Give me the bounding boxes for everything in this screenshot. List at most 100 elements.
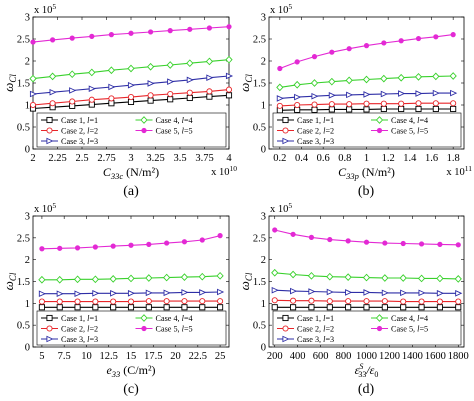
panel-label: (b) (358, 184, 375, 199)
y-axis-label-sub: Cl (8, 74, 18, 83)
legend-label-suffix: =1 (89, 116, 98, 125)
data-point (311, 101, 318, 108)
data-point (110, 243, 116, 249)
data-point (345, 238, 351, 244)
data-point (38, 304, 45, 311)
data-point (107, 66, 116, 75)
legend-entry-2: Case 2, l=2 (41, 127, 98, 136)
legend-marker (46, 314, 53, 322)
y-tick-label: 2 (25, 57, 30, 68)
legend-entry-4: Case 4, l=4 (371, 314, 428, 323)
data-point (363, 100, 370, 107)
data-point (38, 290, 46, 298)
data-point (450, 31, 456, 38)
legend-marker (46, 335, 54, 343)
y-tick-label: 3 (25, 13, 30, 24)
series-2 (271, 297, 462, 305)
legend-entry-1: Case 1, l=1 (277, 314, 334, 323)
chart-panel-1: 00.511.522.532 2.25 2.5 2.75 3 3.25 3.5 3.75 4x … (1, 2, 237, 199)
legend-label-suffix: =1 (325, 314, 334, 323)
x-tick-label: 0.8 (338, 153, 351, 164)
legend-label-suffix: =3 (89, 335, 98, 344)
legend-label-l: l (323, 314, 326, 323)
data-point (225, 92, 233, 99)
data-point (181, 289, 189, 296)
panel-label: (c) (123, 382, 139, 397)
data-point (432, 100, 439, 107)
data-point (294, 93, 302, 101)
legend-label-prefix: Case 1, (297, 116, 323, 125)
data-point (109, 275, 117, 283)
data-point (276, 95, 284, 102)
x-axis-label-sub: 33 (358, 370, 366, 379)
y-multiplier-base: x 10 (270, 204, 288, 215)
x-multiplier: x 1011 (446, 164, 472, 178)
legend-label: Case 2, l=2 (61, 127, 98, 136)
legend-label: Case 4, l=4 (156, 116, 193, 125)
data-point (363, 298, 370, 305)
series-4 (271, 268, 462, 283)
x-tick-label: 2.5 (75, 153, 88, 164)
data-point (436, 304, 443, 311)
data-point (89, 33, 95, 39)
y-multiplier-exponent: 5 (288, 201, 292, 210)
data-point (455, 242, 461, 248)
data-point (199, 289, 207, 296)
data-point (437, 241, 443, 247)
data-point (29, 101, 37, 109)
legend-label-prefix: Case 4, (391, 116, 417, 125)
data-point (187, 26, 193, 32)
data-point (69, 35, 75, 41)
legend-label-prefix: Case 4, (156, 116, 182, 125)
data-point (345, 289, 353, 296)
legend-label-suffix: =2 (325, 325, 334, 334)
x-tick-label: 1600 (425, 351, 446, 362)
data-point (363, 106, 370, 113)
legend-label: Case 1, l=1 (61, 314, 98, 323)
legend-marker (141, 325, 147, 332)
y-multiplier-exponent: 5 (52, 2, 56, 11)
legend-label-l: l (323, 127, 326, 136)
data-point (436, 274, 444, 283)
series-4 (29, 55, 233, 83)
data-point (147, 97, 154, 104)
data-point (186, 94, 193, 102)
data-point (311, 53, 318, 60)
data-point (418, 289, 426, 297)
data-point (362, 273, 371, 282)
data-point (454, 275, 462, 283)
x-tick-label: 0.4 (295, 153, 309, 164)
data-point (110, 304, 117, 311)
legend-label: Case 1, l=1 (297, 116, 334, 125)
data-point (362, 75, 371, 84)
legend-label: Case 5, l=5 (156, 325, 193, 334)
data-point (163, 304, 170, 311)
data-point (148, 29, 154, 35)
series-1 (271, 304, 462, 311)
data-point (92, 298, 99, 305)
legend-marker (282, 137, 290, 145)
y-tick-label: 1 (261, 101, 266, 112)
legend-label-prefix: Case 2, (61, 127, 87, 136)
data-point (271, 304, 278, 311)
data-point (108, 31, 114, 38)
data-point (381, 289, 389, 297)
x-multiplier-base: x 10 (211, 167, 229, 178)
y-tick-label: 0.5 (253, 321, 266, 332)
data-point (272, 227, 278, 233)
legend-label: Case 2, l=2 (297, 127, 334, 136)
data-point (450, 105, 457, 113)
data-point (326, 304, 333, 311)
data-point (289, 270, 297, 279)
legend-label-l: l (417, 127, 420, 136)
panel-label: (d) (358, 382, 375, 397)
y-tick-label: 0.5 (253, 123, 266, 134)
legend-box (36, 112, 227, 148)
y-tick-label: 1 (25, 299, 30, 310)
legend-label-prefix: Case 3, (297, 335, 323, 344)
data-point (346, 101, 353, 108)
x-tick-label: 1800 (448, 351, 469, 362)
legend-label-prefix: Case 1, (61, 116, 87, 125)
data-point (199, 304, 206, 311)
y-tick-label: 0 (261, 145, 266, 156)
